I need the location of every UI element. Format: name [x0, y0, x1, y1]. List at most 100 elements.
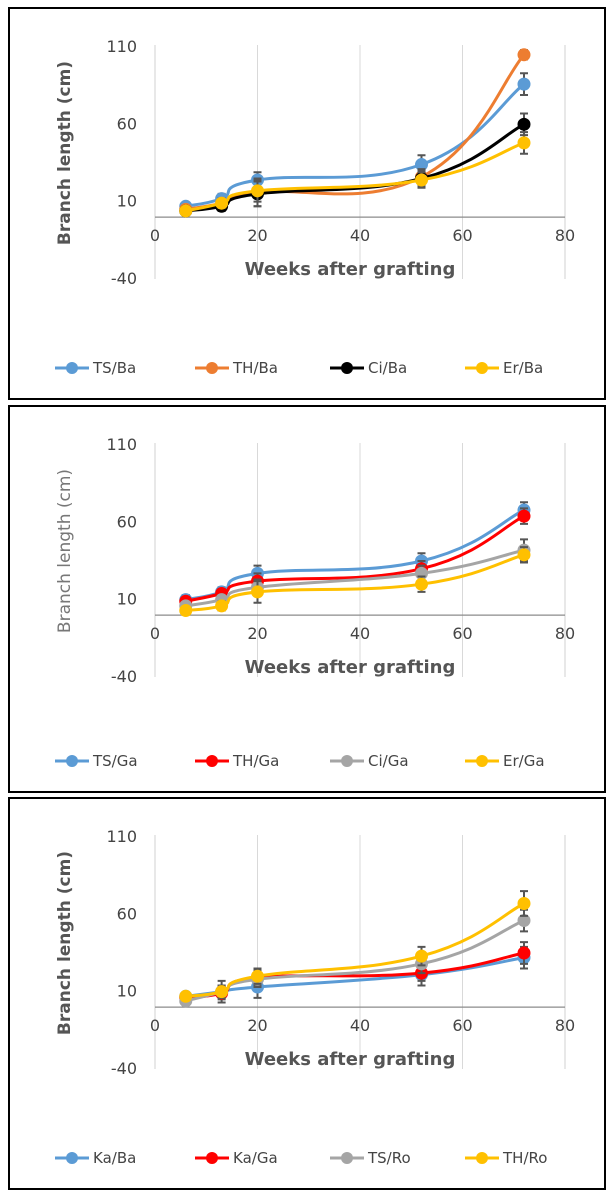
legend-label: TS/Ba	[92, 359, 136, 377]
y-tick-label: 60	[117, 512, 137, 531]
x-tick-label: 0	[150, 1016, 160, 1035]
legend-item: TS/Ro	[330, 1149, 411, 1167]
x-tick-label: 40	[350, 624, 370, 643]
legend-marker	[206, 362, 218, 374]
legend-marker	[206, 755, 218, 767]
y-tick-label: 60	[117, 904, 137, 923]
chart-panel-ga: 110 60 10 -40 0 20 40 60 80 Branch length (cm) Wee…	[8, 405, 606, 793]
legend-item: TH/Ga	[195, 752, 279, 770]
x-tick-label: 20	[247, 226, 267, 245]
line-chart: 110 60 10 -40 0 20 40 60 80 Branch length (cm) Wee…	[55, 827, 575, 1167]
series-ts-ba	[179, 72, 531, 213]
series-th-ro	[179, 890, 531, 1003]
y-tick-label: 110	[106, 827, 137, 846]
series-line	[185, 951, 525, 1000]
y-tick-label: -40	[111, 269, 137, 288]
x-tick-label: 40	[350, 1016, 370, 1035]
legend-label: TH/Ba	[232, 359, 278, 377]
legend-marker	[341, 755, 353, 767]
legend-marker	[476, 362, 488, 374]
legend-item: Ka/Ba	[55, 1149, 136, 1167]
data-point	[179, 989, 193, 1003]
data-point	[215, 196, 229, 210]
x-tick-label: 80	[555, 1016, 575, 1035]
y-tick-label: -40	[111, 667, 137, 686]
x-tick-label: 80	[555, 226, 575, 245]
series-line	[185, 508, 525, 602]
legend-label: Ka/Ga	[233, 1149, 278, 1167]
x-tick-label: 40	[350, 226, 370, 245]
legend-item: TS/Ga	[55, 752, 138, 770]
y-tick-label: 10	[117, 982, 137, 1001]
x-tick-label: 0	[150, 624, 160, 643]
legend-item: TH/Ro	[465, 1149, 547, 1167]
series-er-ba	[179, 131, 531, 218]
x-tick-label: 20	[247, 624, 267, 643]
series-line	[185, 122, 525, 213]
chart-panel-rootstock: 110 60 10 -40 0 20 40 60 80 Branch length (cm) Wee…	[8, 797, 606, 1190]
legend-label: TS/Ro	[367, 1149, 411, 1167]
legend-item: Er/Ba	[465, 359, 543, 377]
legend-marker	[476, 755, 488, 767]
data-point	[517, 548, 531, 562]
data-point	[215, 985, 229, 999]
legend-marker	[341, 362, 353, 374]
y-axis-title: Branch length (cm)	[55, 469, 75, 633]
x-tick-label: 60	[452, 624, 472, 643]
legend-item: TS/Ba	[55, 359, 136, 377]
line-chart: 110 60 10 -40 0 20 40 60 80 Branch length (cm) Wee…	[55, 37, 575, 377]
series-er-ga	[179, 546, 531, 617]
legend-label: Er/Ba	[503, 359, 543, 377]
legend-marker	[66, 755, 78, 767]
y-tick-label: 110	[106, 37, 137, 56]
x-axis-title: Weeks after grafting	[245, 1049, 456, 1070]
legend-label: Er/Ga	[503, 752, 545, 770]
legend-item: Ka/Ga	[195, 1149, 278, 1167]
legend-marker	[341, 1152, 353, 1164]
y-tick-label: 110	[106, 435, 137, 454]
legend-label: TS/Ga	[92, 752, 138, 770]
data-point	[517, 48, 531, 62]
chart-panel-ba: 110 60 10 -40 0 20 40 60 80 Branch length (cm) Wee…	[8, 7, 606, 400]
legend-marker	[476, 1152, 488, 1164]
y-tick-label: -40	[111, 1059, 137, 1078]
legend-item: Ci/Ga	[330, 752, 409, 770]
x-axis-title: Weeks after grafting	[245, 259, 456, 280]
series-ci-ga	[179, 538, 531, 613]
legend-label: Ci/Ba	[368, 359, 407, 377]
legend-marker	[206, 1152, 218, 1164]
legend-item: TH/Ba	[195, 359, 278, 377]
data-point	[517, 509, 531, 523]
data-point	[415, 577, 428, 591]
data-point	[415, 949, 428, 963]
legend-marker	[66, 1152, 78, 1164]
x-tick-label: 60	[452, 226, 472, 245]
x-tick-label: 0	[150, 226, 160, 245]
series-line	[185, 902, 525, 998]
data-point	[517, 136, 531, 150]
series-ts-ro	[179, 908, 531, 1008]
legend-label: Ci/Ga	[368, 752, 409, 770]
x-tick-label: 20	[247, 1016, 267, 1035]
y-axis-title: Branch length (cm)	[55, 61, 75, 245]
legend-label: TH/Ga	[232, 752, 279, 770]
legend-label: TH/Ro	[502, 1149, 547, 1167]
y-tick-label: 10	[117, 590, 137, 609]
legend-item: Ci/Ba	[330, 359, 407, 377]
legend-label: Ka/Ba	[93, 1149, 136, 1167]
data-point	[517, 77, 531, 91]
data-point	[251, 184, 264, 198]
x-tick-label: 80	[555, 624, 575, 643]
line-chart: 110 60 10 -40 0 20 40 60 80 Branch length (cm) Wee…	[55, 435, 575, 770]
x-tick-label: 60	[452, 1016, 472, 1035]
data-point	[179, 603, 193, 617]
y-tick-label: 10	[117, 192, 137, 211]
data-point	[179, 204, 193, 218]
data-point	[517, 946, 531, 960]
data-point	[251, 969, 264, 983]
data-point	[517, 897, 531, 911]
legend-item: Er/Ga	[465, 752, 545, 770]
data-point	[215, 599, 229, 613]
x-axis-title: Weeks after grafting	[245, 657, 456, 678]
y-tick-label: 60	[117, 114, 137, 133]
